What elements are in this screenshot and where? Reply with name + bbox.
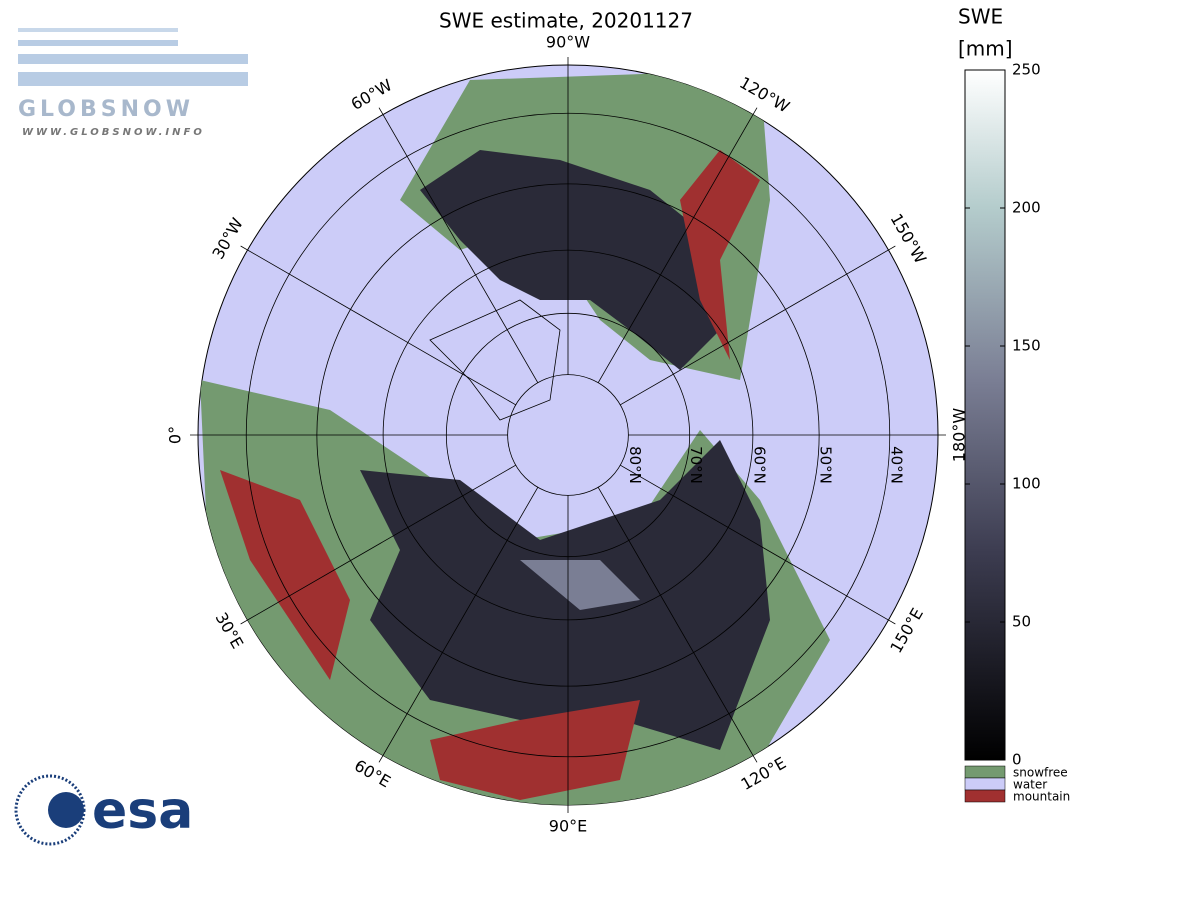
colorbar-tick-label: 200 xyxy=(1012,199,1041,217)
land xyxy=(200,70,830,805)
esa-text: esa xyxy=(92,781,193,841)
globsnow-logo: GLOBSNOW WWW.GLOBSNOW.INFO xyxy=(18,28,248,138)
colorbar-title: SWE xyxy=(958,5,1003,29)
meridian-label: 180°W xyxy=(950,408,969,463)
meridian xyxy=(240,245,516,406)
globsnow-url: WWW.GLOBSNOW.INFO xyxy=(22,127,205,138)
colorbar-title: [mm] xyxy=(958,37,1013,61)
legend-label: water xyxy=(1013,778,1047,792)
meridian-label: 90°W xyxy=(546,33,590,52)
legend-label: mountain xyxy=(1013,790,1070,804)
parallel-label: 80°N xyxy=(626,446,644,484)
legend-label: snowfree xyxy=(1013,766,1068,780)
map: 80°N 70°N 60°N 50°N 40°N0°30°W60°W90°W120°W1… xyxy=(166,33,969,836)
parallel-label: 40°N xyxy=(887,446,905,484)
esa-logo: esa xyxy=(14,774,193,846)
colorbar-tick-label: 150 xyxy=(1012,337,1041,355)
meridian xyxy=(597,107,758,383)
meridian-label: 30°E xyxy=(212,609,248,652)
meridian xyxy=(597,487,758,763)
legend-swatch xyxy=(964,765,1006,779)
meridian-label: 0° xyxy=(166,426,185,444)
title: SWE estimate, 20201127 xyxy=(439,9,693,33)
meridian xyxy=(378,107,539,383)
colorbar-tick-label: 0 xyxy=(1012,751,1022,769)
meridian-label: 30°W xyxy=(208,214,247,262)
globsnow-text: GLOBSNOW xyxy=(18,97,194,122)
legend-swatch xyxy=(964,777,1006,791)
colorbar-tick-label: 250 xyxy=(1012,61,1041,79)
colorbar: SWE [mm] 0 50 100 150 200 250 snowfreewatermount… xyxy=(958,5,1070,804)
parallel-label: 50°N xyxy=(817,446,835,484)
colorbar-tick-label: 100 xyxy=(1012,475,1041,493)
colorbar-ramp xyxy=(964,69,1006,761)
parallel-label: 70°N xyxy=(687,446,705,484)
meridian-label: 90°E xyxy=(549,817,587,836)
legend-swatch xyxy=(964,789,1006,803)
meridian xyxy=(620,245,896,406)
meridian-label: 60°E xyxy=(351,756,394,792)
colorbar-tick-label: 50 xyxy=(1012,613,1031,631)
parallel-label: 60°N xyxy=(750,446,768,484)
meridian-label: 60°W xyxy=(348,75,396,114)
meridian xyxy=(240,464,516,625)
meridian xyxy=(378,487,539,763)
meridian xyxy=(620,464,896,625)
